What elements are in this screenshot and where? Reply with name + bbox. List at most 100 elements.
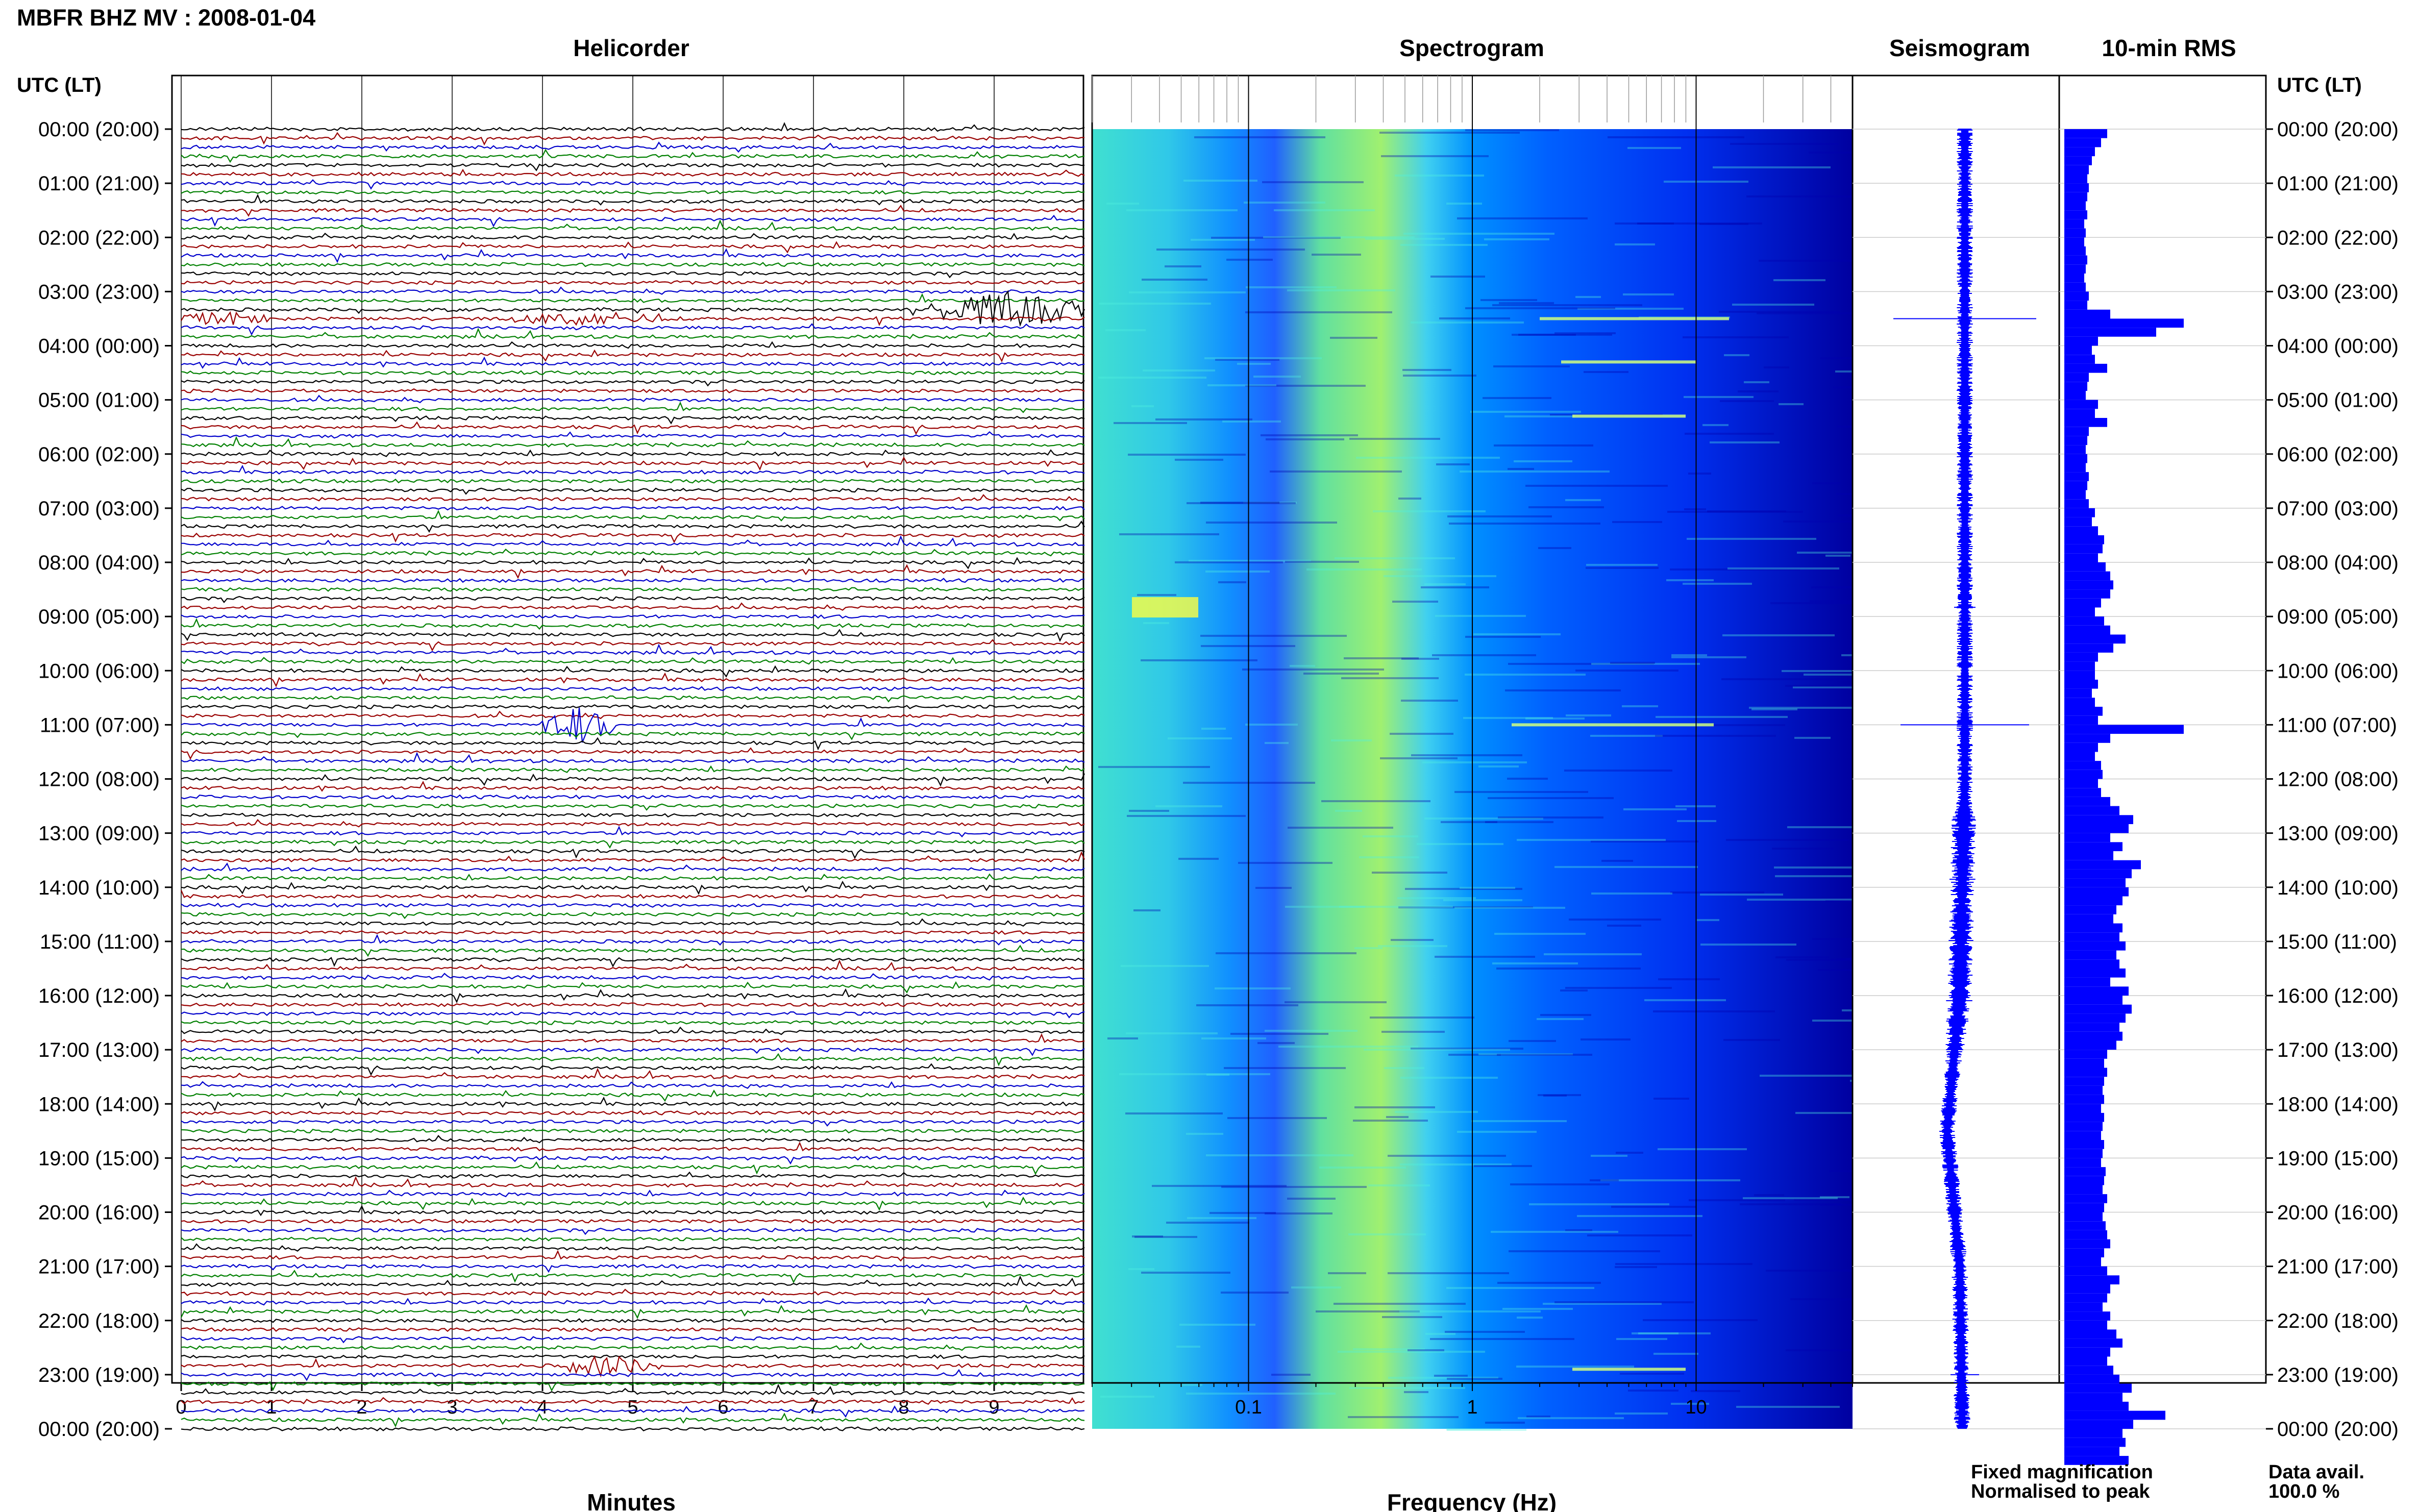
frequency-axis-label: Frequency (Hz) [1387,1489,1557,1512]
rms-bar [2064,345,2092,355]
helicorder-trace [181,578,1085,583]
spectrogram-texture [1474,1165,1532,1167]
helicorder-trace [181,737,1085,751]
rms-bar [2064,355,2095,364]
spectrogram-texture [1721,678,1853,680]
spectrogram-texture [1623,293,1674,295]
rms-title: 10-min RMS [2102,35,2236,61]
helicorder-trace [181,290,1085,327]
rms-bar [2064,707,2103,716]
spectrogram-texture [1271,1374,1311,1376]
frequency-tick-label: 1 [1467,1397,1477,1418]
spectrogram-texture [1770,602,1853,604]
rms-bar [2064,1311,2110,1321]
time-tick-label-left: 09:00 (05:00) [38,606,160,628]
spectrogram-texture [1348,1416,1459,1418]
helicorder-trace [181,845,1085,859]
spectrogram-texture [1577,1215,1702,1217]
helicorder-trace [181,707,1085,743]
helicorder-trace [181,1270,1085,1283]
spectrogram-texture [1627,147,1681,149]
spectrogram-texture [1205,571,1270,573]
rms-panel [2058,75,2267,1465]
spectrogram-texture [1245,724,1298,726]
spectrogram-texture [1106,203,1139,205]
helicorder-trace [181,839,1085,849]
spectrogram-texture [1722,634,1835,636]
helicorder-trace [181,122,1085,132]
helicorder-trace [181,370,1085,376]
helicorder-trace [181,1011,1085,1019]
helicorder-trace [181,311,1085,326]
spectrogram-texture [1201,728,1226,730]
spectrogram-texture [1751,708,1797,710]
helicorder-trace [181,1047,1085,1056]
helicorder-trace [181,873,1085,882]
rms-bar [2064,237,2084,246]
rms-bar [2064,490,2086,500]
chart-title: MBFR BHZ MV : 2008-01-04 [17,5,315,31]
helicorder-trace [181,695,1085,703]
spectrogram-texture [1564,770,1672,772]
helicorder-trace [181,280,1085,285]
spectrogram-texture [1411,321,1524,324]
spectrogram-texture [1658,1148,1747,1150]
minutes-tick-label: 7 [808,1397,819,1418]
spectrogram-texture [1338,1351,1485,1353]
spectrogram-texture [1175,561,1283,563]
spectrogram-texture [1401,658,1439,660]
time-tick-label-right: 06:00 (02:00) [2277,443,2399,466]
spectrogram-texture [1727,567,1839,569]
rms-bar [2064,1420,2133,1429]
spectrogram-texture [1187,1217,1256,1219]
spectrogram-texture [1836,958,1853,960]
helicorder-trace [181,988,1085,1004]
minutes-tick-label: 1 [266,1397,277,1418]
spectrogram-texture [1537,1018,1584,1020]
helicorder-trace [181,710,1085,720]
spectrogram-texture [1216,952,1356,954]
spectrogram-texture [1616,1338,1667,1340]
spectrogram-texture [1446,1428,1501,1430]
rms-bar [2064,643,2113,653]
rms-bar [2064,219,2084,229]
spectrogram-texture [1430,276,1485,278]
seismogram-trace [1939,129,1976,1429]
minutes-axis-label: Minutes [587,1489,676,1512]
spectrogram-texture [1445,1331,1525,1333]
spectrogram-texture [1569,919,1661,921]
spectrogram-texture [1334,1303,1466,1305]
spectrogram-texture [1760,1075,1853,1077]
spectrogram-texture [1306,568,1422,571]
spectrogram-texture [1483,397,1551,399]
helicorder-title: Helicorder [573,35,689,61]
spectrogram-texture [1601,860,1633,862]
spectrogram-texture [1615,222,1674,225]
rms-bar [2064,264,2086,274]
time-tick-label-right: 11:00 (07:00) [2277,714,2397,736]
rms-bar [2064,878,2126,887]
helicorder-trace [181,1236,1085,1242]
spectrogram-texture [1544,953,1642,955]
spectrogram-texture [1178,858,1219,860]
spectrogram-texture [1447,1429,1526,1431]
spectrogram-texture [1457,217,1588,219]
spectrogram-texture [1591,840,1698,842]
spectrogram-texture [1125,1112,1223,1114]
spectrogram-texture [1319,1167,1406,1169]
rms-bar [2064,788,2101,797]
spectrogram-texture [1098,377,1206,379]
spectrogram-texture [1655,735,1776,737]
spectrogram-texture [1446,203,1482,205]
rms-bar [2064,1320,2107,1330]
spectrogram-texture [1189,560,1311,562]
spectrogram-texture [1586,564,1658,566]
spectrogram-texture [1430,1338,1574,1340]
helicorder-trace [181,596,1085,603]
time-tick-label-left: 22:00 (18:00) [38,1310,160,1332]
spectrogram-texture [1384,1067,1424,1069]
minutes-tick-label: 8 [898,1397,909,1418]
spectrogram-texture [1575,670,1679,672]
helicorder-trace [181,851,1085,863]
